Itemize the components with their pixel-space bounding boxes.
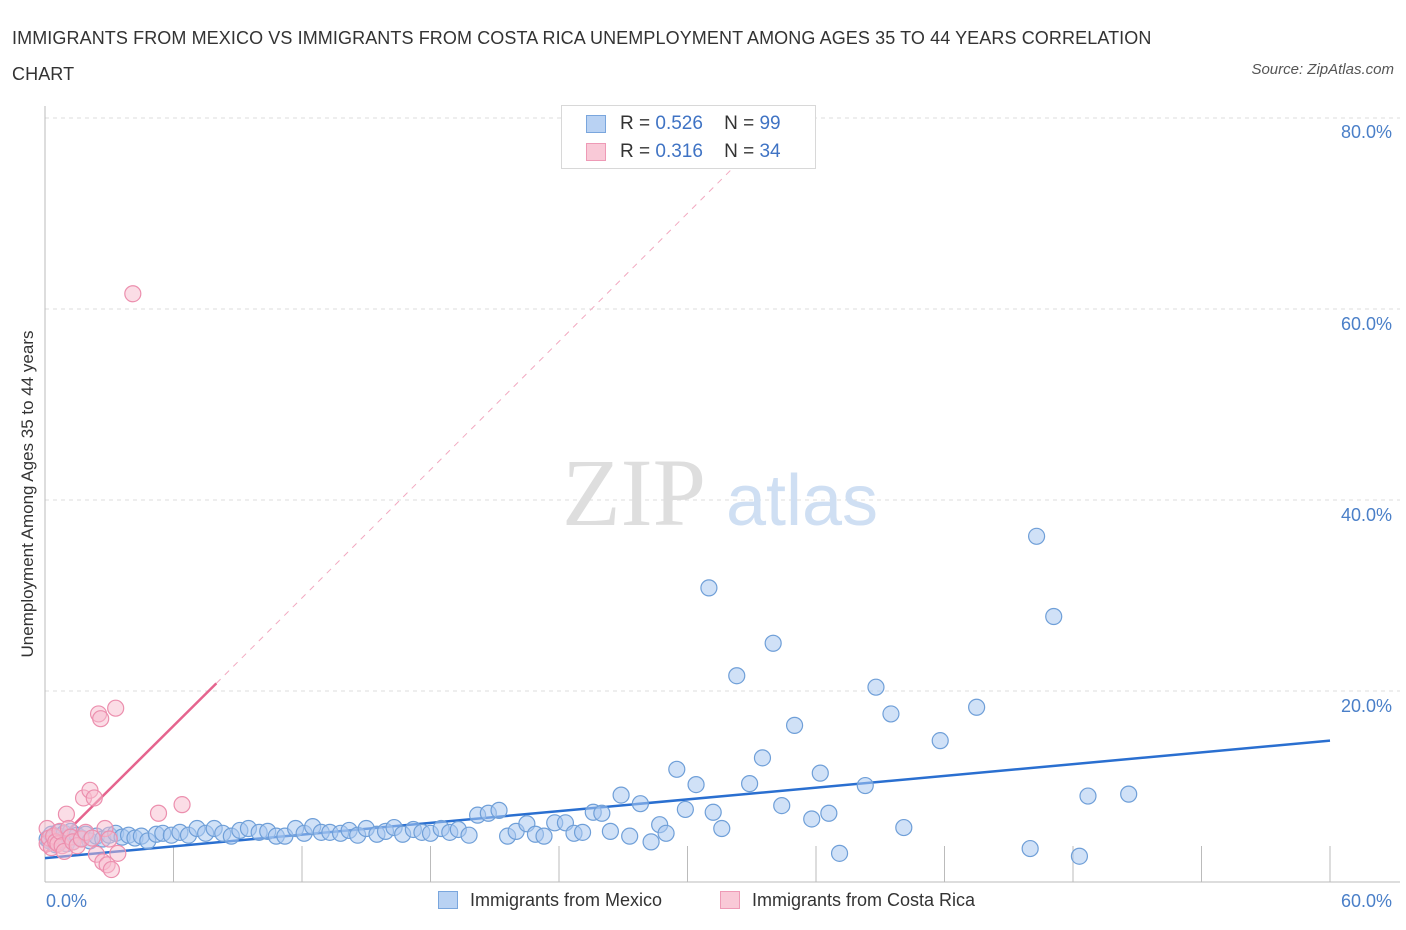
mexico-point [968, 698, 986, 716]
mexico-point [773, 796, 791, 815]
mexico-point [676, 800, 694, 819]
costa-rica-point [57, 805, 76, 823]
costa-rica-n-value: 34 [759, 141, 781, 162]
costa-rica-r-label: R = [620, 141, 651, 162]
watermark-atlas: atlas [726, 461, 878, 541]
source-label: Source: ZipAtlas.com [1251, 61, 1394, 78]
mexico-point [657, 824, 675, 842]
costa-rica-point [83, 829, 101, 847]
bottom-mexico-swatch [438, 891, 458, 909]
mexico-point [1079, 787, 1097, 805]
costa-rica-r-value: 0.316 [655, 141, 703, 162]
costa-rica-swatch [586, 143, 606, 161]
mexico-point [764, 634, 782, 652]
mexico-point [867, 678, 885, 696]
data-points [38, 285, 1138, 879]
mexico-point [1021, 839, 1039, 858]
mexico-n-value: 99 [759, 113, 781, 134]
bottom-mexico-label: Immigrants from Mexico [470, 890, 663, 910]
correlation-legend: R = 0.526 N = 99 R = 0.316 N = 34 [561, 105, 816, 169]
costa-rica-n-label: N = [724, 141, 755, 162]
mexico-point [460, 826, 478, 844]
costa-rica-point [85, 789, 103, 807]
costa-rica-point [92, 710, 110, 728]
mexico-point [728, 667, 746, 685]
mexico-point [882, 705, 900, 723]
mexico-point [642, 833, 660, 851]
bottom-costa-rica-label: Immigrants from Costa Rica [752, 890, 976, 910]
mexico-point [668, 760, 686, 778]
mexico-point [803, 810, 821, 828]
mexico-point [753, 749, 772, 767]
y-tick-60: 60.0% [1340, 314, 1392, 334]
bottom-legend-costa-rica: Immigrants from Costa Rica [720, 890, 975, 911]
watermark-zip: ZIP [562, 439, 706, 546]
mexico-point [830, 844, 849, 862]
mexico-point [856, 776, 874, 795]
mexico-point [895, 818, 913, 837]
mexico-point [1045, 607, 1063, 626]
legend-text-costa-rica: R = 0.316 N = 34 [620, 141, 781, 163]
mexico-r-value: 0.526 [655, 113, 703, 134]
costa-rica-trend-extension [215, 170, 731, 684]
mexico-point [713, 819, 731, 838]
mexico-point [820, 804, 838, 822]
mexico-point [704, 803, 722, 821]
mexico-point [700, 579, 718, 597]
mexico-point [601, 822, 620, 840]
mexico-point [931, 732, 949, 750]
bottom-legend-mexico: Immigrants from Mexico [438, 890, 662, 911]
bottom-costa-rica-swatch [720, 891, 740, 909]
mexico-point [1120, 785, 1138, 803]
y-tick-40: 40.0% [1340, 505, 1392, 525]
y-axis-label: Unemployment Among Ages 35 to 44 years [18, 330, 37, 658]
costa-rica-point [173, 796, 191, 814]
chart-title: IMMIGRANTS FROM MEXICO VS IMMIGRANTS FRO… [12, 28, 1152, 84]
mexico-r-label: R = [620, 113, 651, 134]
mexico-point [631, 795, 649, 813]
mexico-point [621, 827, 639, 845]
mexico-point [490, 801, 508, 819]
mexico-point [811, 764, 829, 782]
grid-lines [45, 117, 1400, 692]
legend-text-mexico: R = 0.526 N = 99 [620, 113, 781, 135]
mexico-swatch [586, 115, 606, 133]
costa-rica-point [109, 844, 127, 862]
costa-rica-point [149, 804, 168, 822]
mexico-point [687, 775, 705, 794]
mexico-point [535, 827, 553, 845]
costa-rica-point [124, 285, 142, 303]
mexico-point [785, 716, 804, 734]
mexico-n-label: N = [724, 113, 755, 134]
y-tick-80: 80.0% [1340, 122, 1392, 142]
y-tick-20: 20.0% [1340, 696, 1392, 716]
costa-rica-point [107, 699, 125, 717]
mexico-point [573, 823, 592, 841]
x-tick-0: 0.0% [46, 891, 88, 911]
costa-rica-point [102, 860, 120, 879]
mexico-point [593, 804, 611, 822]
mexico-point [741, 775, 759, 793]
mexico-point [1027, 527, 1046, 545]
mexico-point [1070, 847, 1089, 865]
x-tick-60: 60.0% [1340, 891, 1392, 911]
costa-rica-point [100, 830, 118, 848]
axes [44, 106, 1400, 883]
mexico-point [612, 786, 630, 804]
